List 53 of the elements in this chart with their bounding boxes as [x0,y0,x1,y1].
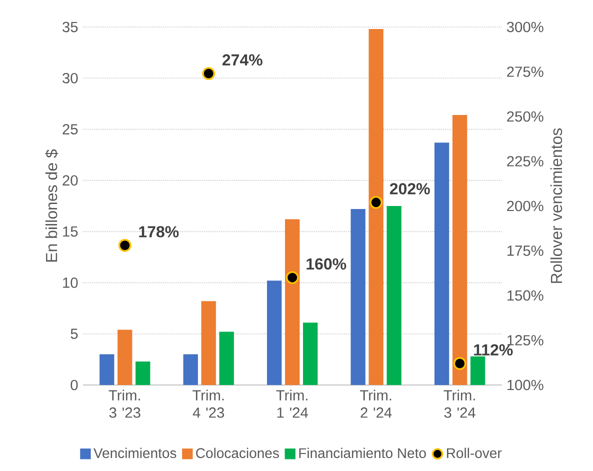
bar [136,361,150,385]
bar [386,206,402,385]
y2-tick-label: 125% [507,335,544,346]
bar [183,354,198,385]
y-tick-label: 30 [62,72,78,84]
legend-label: Colocaciones [196,448,279,458]
bar [266,280,282,385]
y2-tick-label: 150% [507,290,544,301]
legend-label: Roll-over [446,448,502,458]
data-label: 202% [390,183,430,194]
legend-label: Vencimientos [94,448,176,458]
point [202,67,216,80]
y2-tick-label: 100% [507,380,544,390]
x-tick-label: Trim. 3 '24 [444,390,476,418]
bar [219,332,234,385]
y2-tick-label: 175% [507,246,544,256]
y-tick-label: 25 [62,124,78,134]
bar [368,29,384,385]
bar [470,356,486,385]
data-label: 274% [222,54,262,66]
y-tick-label: 20 [62,175,78,186]
bar [201,301,216,385]
bar [285,219,300,385]
x-tick-label: Trim. 4 '23 [192,390,224,418]
point [370,196,383,209]
data-label: 112% [474,344,513,356]
bar [452,114,468,385]
x-tick-label: Trim. 1 '24 [276,390,308,418]
y2-tick-label: 300% [506,22,544,32]
y2-axis-title: Rollover vencimientos [550,128,562,283]
y-tick-label: 15 [63,226,78,237]
data-label: 160% [306,258,346,270]
x-tick-label: Trim. 2 '24 [360,390,392,418]
bar [434,142,450,385]
y2-tick-label: 275% [507,66,544,77]
data-label: 178% [139,226,179,238]
y-tick-label: 0 [70,380,78,390]
y2-tick-label: 200% [507,200,544,212]
bar [350,209,366,385]
point [286,271,299,284]
point [453,357,466,370]
y-tick-label: 5 [70,328,78,339]
y2-tick-label: 250% [507,111,544,122]
y2-tick-label: 225% [507,156,544,166]
x-tick-label: Trim. 3 '23 [108,390,140,418]
y-axis-title: En billones de $ [45,149,58,262]
y-tick-label: 35 [62,22,78,32]
legend-label: Financiamiento Neto [299,448,426,458]
point [118,238,132,252]
bar [303,322,318,385]
bar [100,354,114,385]
bar [118,330,132,385]
y-tick-label: 10 [63,278,78,288]
